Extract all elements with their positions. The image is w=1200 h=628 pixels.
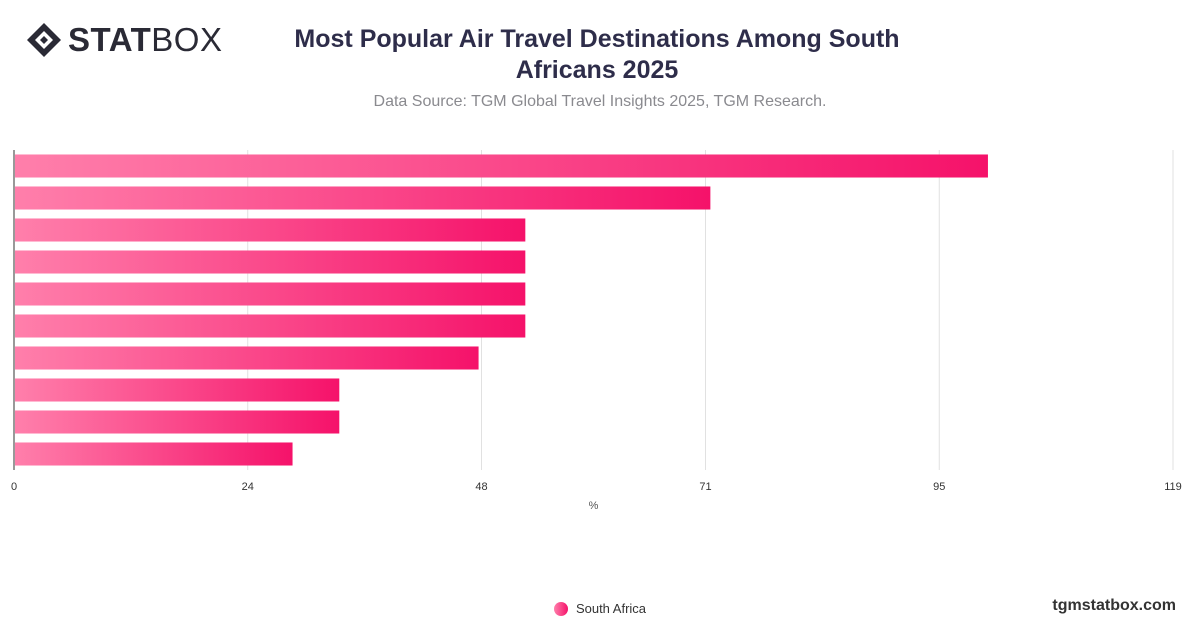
chart-title: Most Popular Air Travel Destinations Amo… [294, 25, 900, 84]
x-tick-label: 71 [699, 481, 711, 493]
bar [15, 442, 293, 466]
x-tick-label: 0 [11, 481, 17, 493]
bar [15, 218, 526, 242]
x-tick-label: 95 [933, 481, 945, 493]
bar [15, 410, 340, 434]
bar [15, 154, 988, 178]
x-axis-label: % [589, 500, 599, 512]
bar [15, 378, 340, 402]
legend-swatch [553, 601, 568, 616]
x-tick-label: 48 [475, 481, 487, 493]
bar [15, 250, 526, 274]
bar [15, 314, 526, 338]
logo-text: STATBOX [68, 21, 223, 58]
x-tick-label: 24 [242, 481, 254, 493]
chart-legend[interactable]: South Africa [0, 601, 1200, 616]
bar [15, 186, 711, 210]
legend-label: South Africa [575, 601, 647, 616]
bar [15, 282, 526, 306]
bar-chart: 0 24 48 71 95 119% [11, 150, 1182, 512]
x-tick-label: 119 [1164, 481, 1182, 493]
statbox-logo: STATBOX [26, 22, 222, 58]
diamond-logo-icon [27, 23, 61, 57]
chart-subtitle: Data Source: TGM Global Travel Insights … [373, 93, 827, 110]
bar [15, 346, 479, 370]
source-url[interactable]: tgmstatbox.com [1052, 597, 1176, 614]
